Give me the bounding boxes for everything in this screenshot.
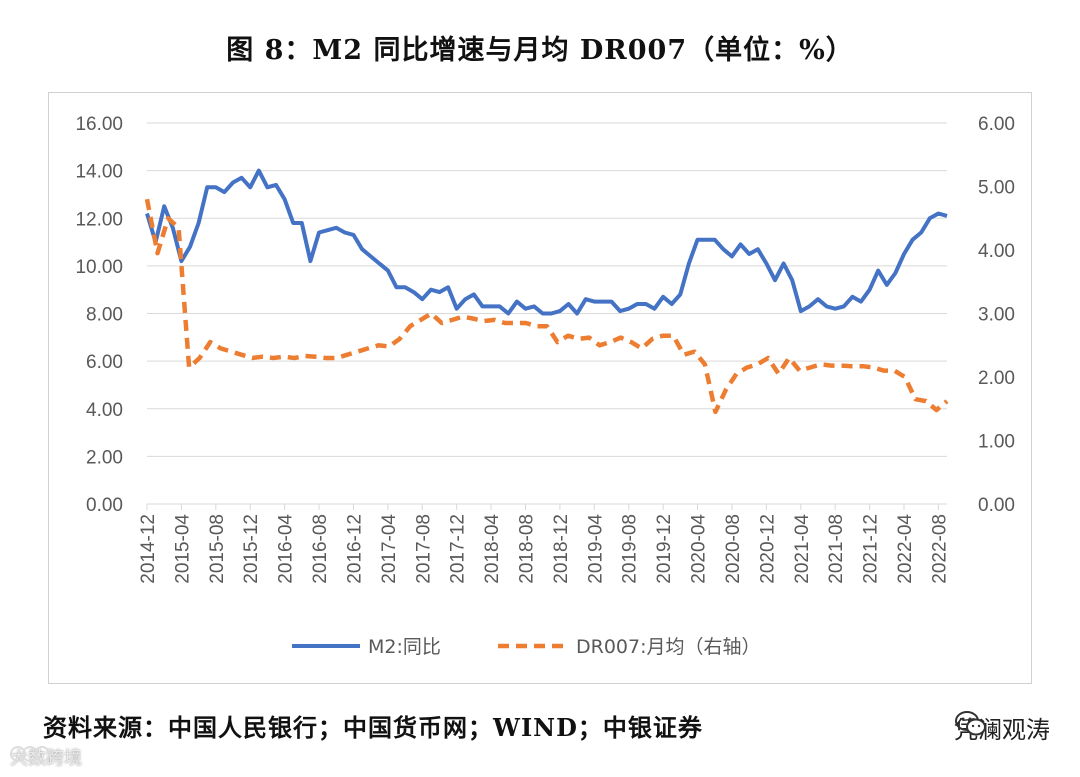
left-y-axis: 0.00 2.00 4.00 6.00 8.00 10.00 12.00 14.00 16.00 [75, 114, 123, 516]
left-y-tick-label: 0.00 [86, 495, 123, 516]
x-tick-label: 2019-08 [620, 514, 641, 584]
x-axis: 2014-12 2015-04 2015-08 2015-12 2016-04 2016-… [138, 504, 950, 584]
x-tick-label: 2016-08 [310, 514, 331, 584]
right-y-tick-label: 3.00 [978, 305, 1015, 326]
x-tick-label: 2014-12 [138, 514, 159, 584]
legend-label-dr007: DR007:月均（右轴） [576, 636, 761, 658]
left-y-tick-label: 10.00 [75, 257, 123, 278]
right-y-tick-label: 6.00 [978, 114, 1015, 135]
legend: M2:同比 DR007:月均（右轴） [292, 636, 761, 658]
x-tick-label: 2018-12 [551, 514, 572, 584]
x-tick-label: 2019-04 [585, 514, 606, 584]
right-y-tick-label: 0.00 [978, 495, 1015, 516]
chart-frame [48, 92, 1032, 684]
x-tick-label: 2017-04 [379, 514, 400, 584]
left-y-tick-label: 8.00 [86, 305, 123, 326]
x-tick-label: 2022-04 [895, 514, 916, 584]
left-y-tick-label: 6.00 [86, 352, 123, 373]
x-tick-label: 2020-08 [723, 514, 744, 584]
brand-logo-icon [10, 746, 50, 762]
left-y-tick-label: 2.00 [86, 447, 123, 468]
right-y-tick-label: 5.00 [978, 178, 1015, 199]
x-tick-label: 2022-08 [929, 514, 950, 584]
dr007-series-line [144, 198, 949, 415]
x-tick-label: 2017-12 [448, 514, 469, 584]
right-y-tick-label: 2.00 [978, 368, 1015, 389]
source-note: 资料来源：中国人民银行；中国货币网；WIND；中银证券 [43, 713, 703, 742]
chart-title: 图 8：M2 同比增速与月均 DR007（单位：%） [226, 35, 854, 66]
right-y-tick-label: 1.00 [978, 432, 1015, 453]
grid-lines [147, 122, 947, 505]
wechat-icon [955, 711, 986, 736]
right-y-axis: 0.00 1.00 2.00 3.00 4.00 5.00 6.00 [978, 114, 1015, 516]
m2-series-line [145, 168, 948, 316]
series-lines [144, 168, 949, 415]
x-tick-label: 2020-12 [757, 514, 778, 584]
x-tick-label: 2017-08 [413, 514, 434, 584]
x-tick-label: 2021-08 [826, 514, 847, 584]
x-tick-label: 2021-12 [861, 514, 882, 584]
x-tick-label: 2019-12 [654, 514, 675, 584]
x-tick-label: 2015-12 [241, 514, 262, 584]
left-y-tick-label: 4.00 [86, 400, 123, 421]
x-tick-label: 2015-08 [207, 514, 228, 584]
x-tick-label: 2018-08 [516, 514, 537, 584]
x-tick-label: 2016-04 [276, 514, 297, 584]
right-y-tick-label: 4.00 [978, 241, 1015, 262]
left-y-tick-label: 12.00 [75, 209, 123, 230]
legend-label-m2: M2:同比 [368, 636, 441, 658]
x-tick-label: 2015-04 [172, 514, 193, 584]
x-tick-label: 2016-12 [344, 514, 365, 584]
watermark: 凭澜观涛 [954, 710, 1050, 745]
left-y-tick-label: 14.00 [75, 162, 123, 183]
x-tick-label: 2020-04 [689, 514, 710, 584]
x-tick-label: 2021-04 [792, 514, 813, 584]
watermark-brand: 大数跨境 [10, 744, 82, 770]
left-y-tick-label: 16.00 [75, 114, 123, 135]
x-tick-label: 2018-04 [482, 514, 503, 584]
